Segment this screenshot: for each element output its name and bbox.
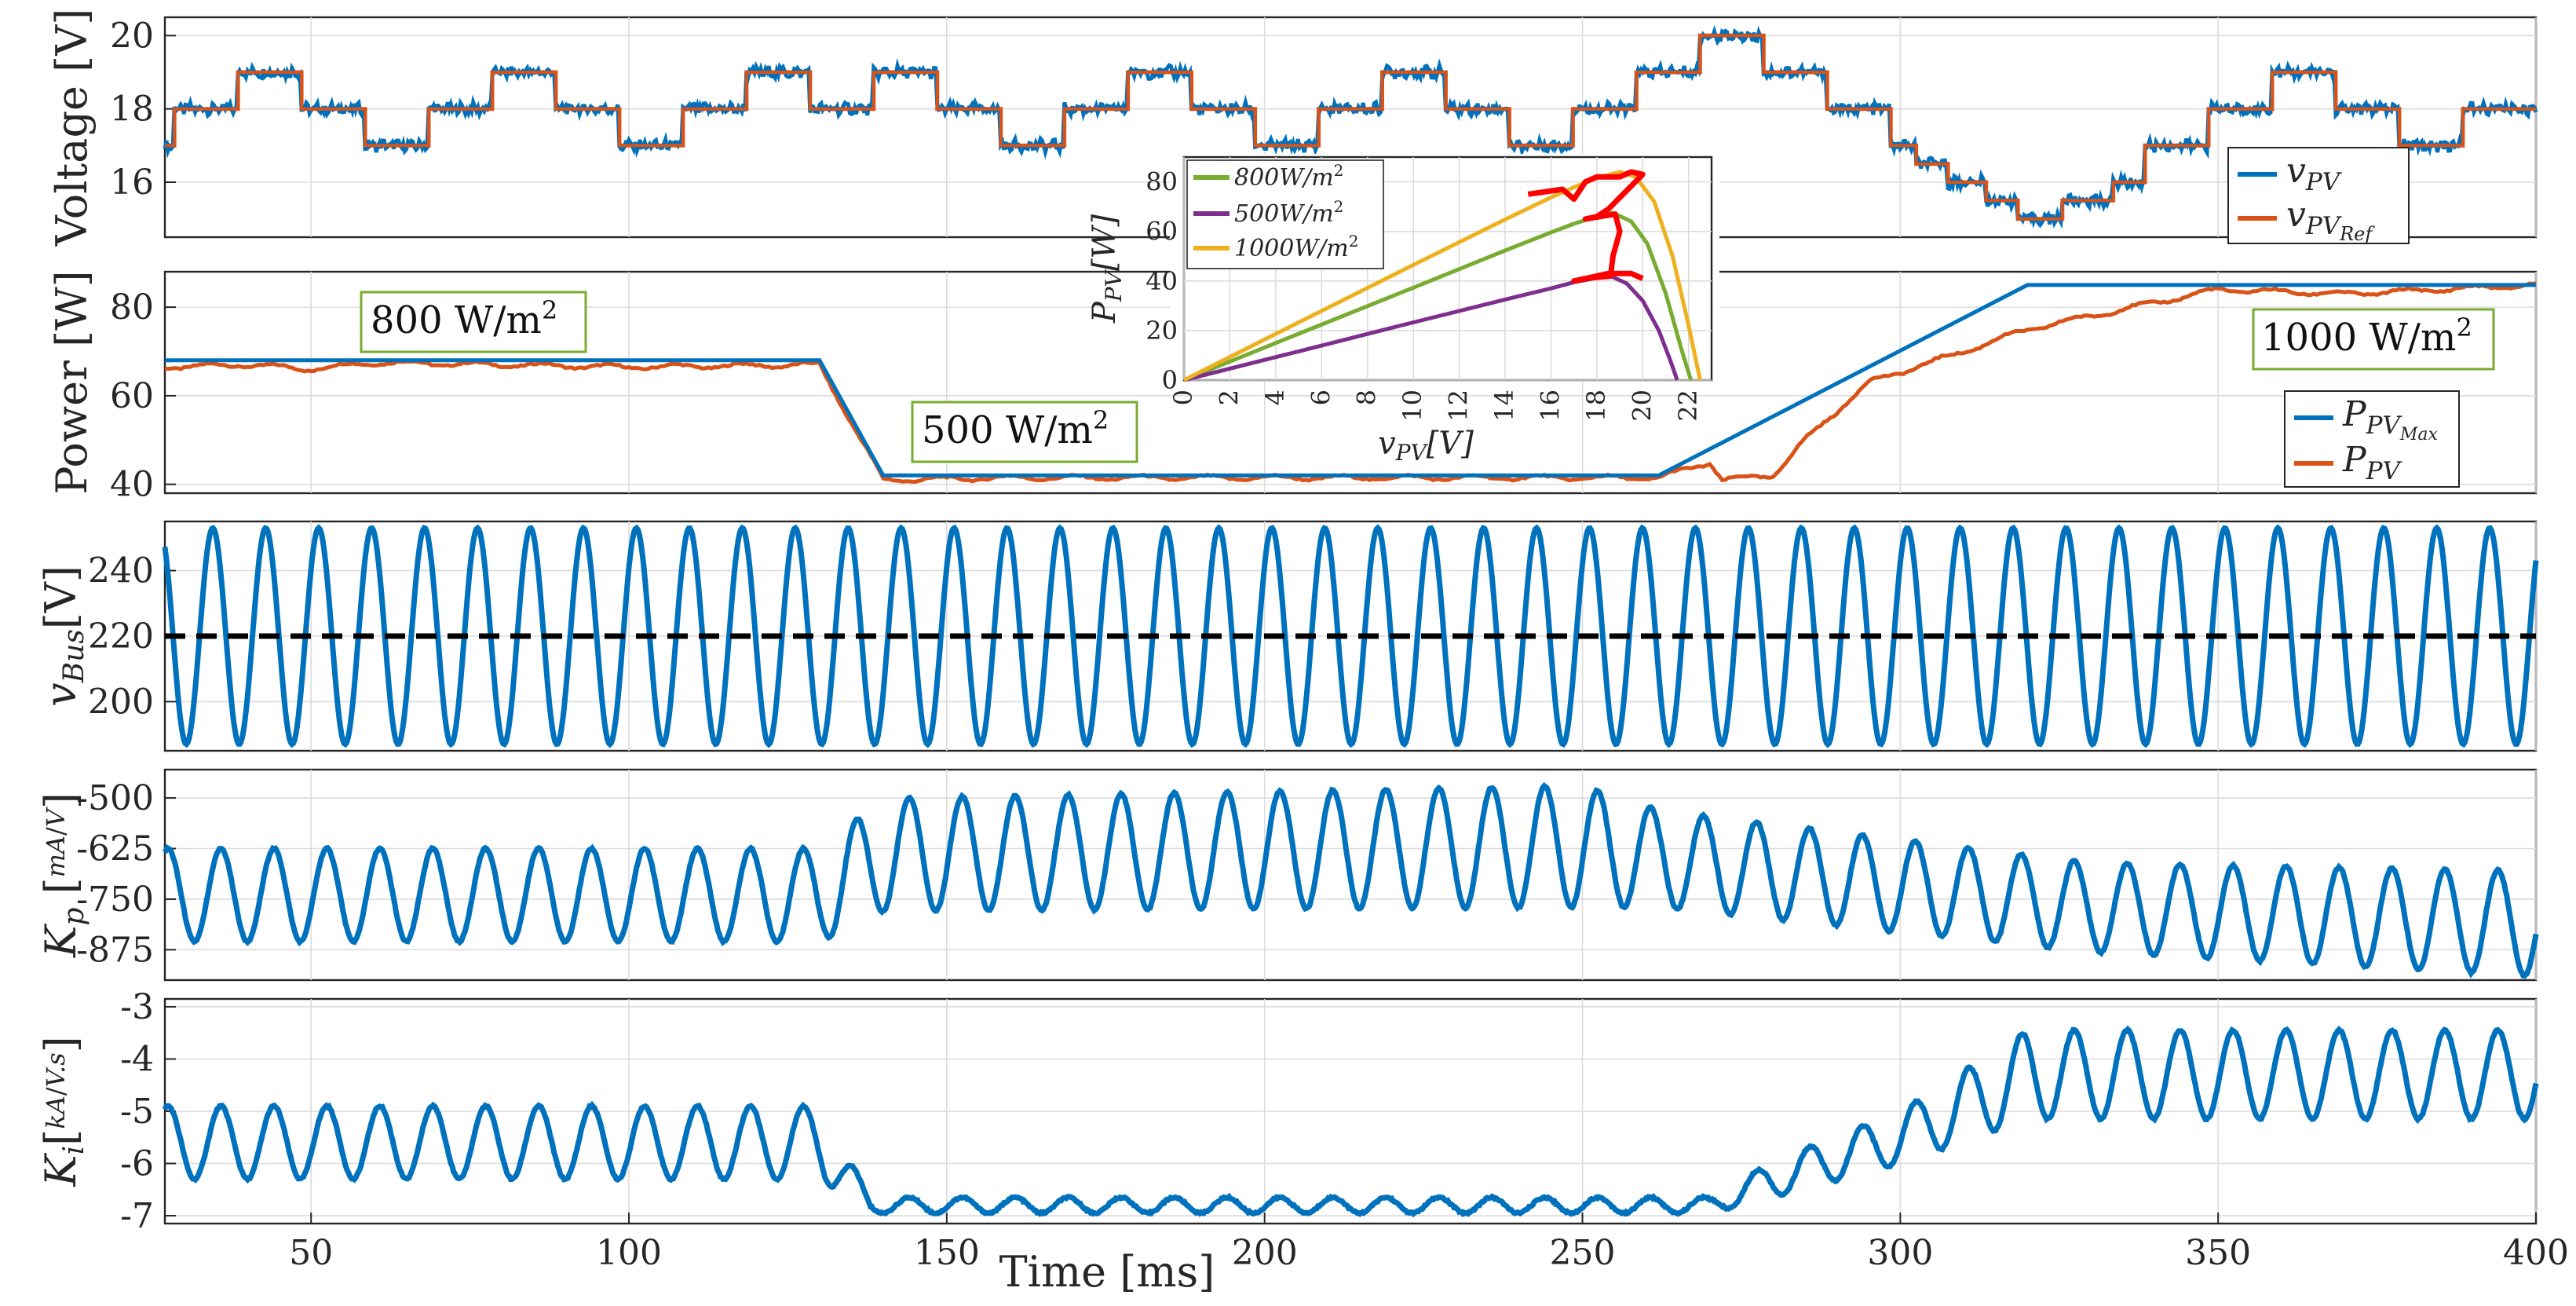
bus-ylabel: vBus[V] xyxy=(36,565,90,707)
power-ylabel: Power [W] xyxy=(47,270,97,494)
x-axis-label: Time [ms] xyxy=(999,1247,1215,1297)
x-tick-label: 400 xyxy=(2503,1233,2569,1273)
svg-text:1000 W/m2: 1000 W/m2 xyxy=(2261,313,2472,360)
voltage-legend: vPV vPVRef xyxy=(2227,147,2410,245)
inset-x-tick-label: 20 xyxy=(1627,390,1657,422)
inset-pv-chart: 0 2 4 6 8 10 12 14 16 18 20 22 0 20 40 60 80 PPV[W] vPV[… xyxy=(1087,154,1719,466)
power-legend: PPVMax PPV xyxy=(2284,390,2460,488)
y-tick-label: -750 xyxy=(76,880,154,920)
inset-ylabel: PPV[W] xyxy=(1087,214,1127,324)
svg-text:800 W/m2: 800 W/m2 xyxy=(371,295,557,342)
x-tick-label: 200 xyxy=(1232,1233,1298,1273)
y-tick-label: 60 xyxy=(110,376,154,416)
y-tick-label: 220 xyxy=(88,616,154,657)
y-tick-label: 240 xyxy=(88,551,154,591)
y-tick-label: 20 xyxy=(110,16,154,56)
y-tick-label: 40 xyxy=(110,465,154,505)
x-tick-label: 150 xyxy=(914,1233,980,1273)
kp-line xyxy=(162,781,2539,979)
svg-text:PPVMax: PPVMax xyxy=(2342,394,2439,444)
y-tick-label: -625 xyxy=(76,829,154,869)
ki-panel: -3 -4 -5 -6 -7 Ki[kA/V.s] 50 100 150 200 250 300 3… xyxy=(36,987,2569,1273)
y-tick-label: -875 xyxy=(76,930,154,970)
ki-line xyxy=(162,1025,2539,1218)
voltage-ylabel: Voltage [V] xyxy=(47,9,97,247)
y-tick-label: -5 xyxy=(120,1092,154,1132)
inset-x-tick-label: 2 xyxy=(1214,390,1244,405)
svg-text:1000W/m2: 1000W/m2 xyxy=(1234,232,1358,262)
svg-text:500W/m2: 500W/m2 xyxy=(1234,197,1343,228)
y-tick-label: -3 xyxy=(120,987,154,1027)
kp-ylabel: Kp [mA/V] xyxy=(36,792,90,958)
inset-x-tick-label: 6 xyxy=(1306,390,1336,405)
inset-x-tick-label: 10 xyxy=(1398,390,1427,422)
inset-x-tick-label: 18 xyxy=(1581,390,1611,422)
inset-x-tick-label: 0 xyxy=(1168,390,1198,405)
x-tick-label: 350 xyxy=(2185,1233,2251,1273)
inset-y-tick-label: 80 xyxy=(1145,167,1178,197)
svg-text:800W/m2: 800W/m2 xyxy=(1234,161,1343,192)
y-tick-label: 16 xyxy=(110,163,154,203)
svg-text:vPV: vPV xyxy=(2286,151,2343,196)
inset-curve-operating-trace xyxy=(1527,169,1646,284)
ki-ylabel: Ki[kA/V.s] xyxy=(36,1036,90,1187)
y-tick-label: -6 xyxy=(120,1144,154,1184)
inset-x-tick-label: 12 xyxy=(1444,390,1474,422)
inset-y-tick-label: 0 xyxy=(1162,365,1178,395)
inset-y-tick-label: 60 xyxy=(1145,217,1178,247)
y-tick-label: -500 xyxy=(76,778,154,818)
p-pv-max-line xyxy=(165,283,2536,477)
annotation-1000: 1000 W/m2 xyxy=(2252,308,2495,371)
y-tick-label: 18 xyxy=(110,90,154,130)
y-tick-label: -4 xyxy=(120,1039,154,1079)
y-tick-label: 80 xyxy=(110,287,154,327)
v-pv-ref-line-top xyxy=(165,34,2536,221)
inset-x-tick-label: 4 xyxy=(1260,390,1290,405)
inset-x-tick-label: 16 xyxy=(1535,390,1565,422)
kp-panel: -500 -625 -750 -875 Kp [mA/V] xyxy=(36,768,2539,982)
svg-text:vPVRef: vPVRef xyxy=(2286,195,2375,245)
x-tick-label: 50 xyxy=(289,1233,333,1273)
inset-x-tick-label: 22 xyxy=(1673,390,1703,422)
x-tick-label: 300 xyxy=(1867,1233,1933,1273)
bus-panel: 200 220 240 vBus[V] xyxy=(36,520,2539,752)
x-tick-label: 100 xyxy=(596,1233,662,1273)
annotation-800: 800 W/m2 xyxy=(360,291,587,353)
inset-x-tick-label: 14 xyxy=(1489,390,1519,422)
inset-y-tick-label: 40 xyxy=(1145,266,1178,296)
inset-legend: 800W/m2 500W/m2 1000W/m2 xyxy=(1186,159,1384,269)
svg-text:500 W/m2: 500 W/m2 xyxy=(922,405,1109,452)
annotation-500: 500 W/m2 xyxy=(911,401,1138,463)
v-bus-line xyxy=(162,524,2539,748)
y-tick-label: -7 xyxy=(120,1196,154,1236)
x-tick-label: 250 xyxy=(1550,1233,1616,1273)
inset-x-tick-label: 8 xyxy=(1352,390,1382,405)
svg-text:PPV: PPV xyxy=(2342,440,2402,485)
inset-xlabel: vPV[V] xyxy=(1378,426,1474,466)
y-tick-label: 200 xyxy=(88,682,154,722)
inset-y-tick-label: 20 xyxy=(1145,316,1178,346)
